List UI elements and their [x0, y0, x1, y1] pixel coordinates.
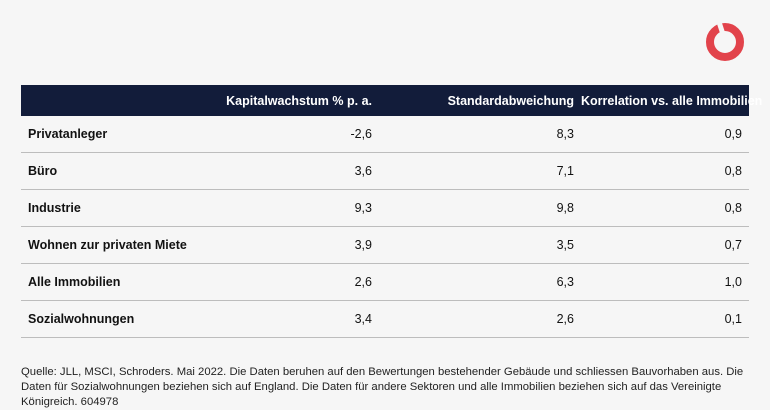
cell-std: 3,5: [379, 226, 581, 264]
cell-std: 7,1: [379, 152, 581, 190]
logo-ring: [706, 23, 744, 61]
cell-growth: -2,6: [201, 116, 379, 153]
table-row: Büro 3,6 7,1 0,8: [21, 152, 749, 190]
cell-std: 8,3: [379, 116, 581, 153]
cell-std: 6,3: [379, 263, 581, 301]
cell-std: 9,8: [379, 189, 581, 227]
cell-growth: 2,6: [201, 263, 379, 301]
logo-gap: [716, 20, 728, 43]
header-cell-sector: [21, 85, 201, 116]
cell-std: 2,6: [379, 300, 581, 338]
row-label: Sozialwohnungen: [21, 300, 201, 338]
table-row: Sozialwohnungen 3,4 2,6 0,1: [21, 300, 749, 338]
table-row: Alle Immobilien 2,6 6,3 1,0: [21, 263, 749, 301]
cell-correlation: 0,8: [581, 152, 749, 190]
table-row: Privatanleger -2,6 8,3 0,9: [21, 116, 749, 153]
table-row: Wohnen zur privaten Miete 3,9 3,5 0,7: [21, 226, 749, 264]
cell-correlation: 0,9: [581, 116, 749, 153]
source-footnote: Quelle: JLL, MSCI, Schroders. Mai 2022. …: [21, 366, 744, 408]
comparison-table: Kapitalwachstum % p. a. Standardabweichu…: [21, 85, 763, 338]
cell-correlation: 1,0: [581, 263, 749, 301]
cell-correlation: 0,1: [581, 300, 749, 338]
table-header-row: Kapitalwachstum % p. a. Standardabweichu…: [21, 85, 763, 116]
header-cell-growth: Kapitalwachstum % p. a.: [226, 93, 372, 108]
header-cell-correlation: Korrelation vs. alle Immobilien: [581, 93, 763, 108]
cell-growth: 3,9: [201, 226, 379, 264]
logo-ring-graphic: [706, 20, 744, 61]
data-table-container: Kapitalwachstum % p. a. Standardabweichu…: [21, 85, 763, 338]
cell-growth: 3,6: [201, 152, 379, 190]
cell-growth: 9,3: [201, 189, 379, 227]
cell-correlation: 0,7: [581, 226, 749, 264]
row-label: Alle Immobilien: [21, 263, 201, 301]
row-label: Industrie: [21, 189, 201, 227]
row-label: Wohnen zur privaten Miete: [21, 226, 201, 264]
header-cell-std: Standardabweichung: [447, 93, 574, 108]
row-label: Privatanleger: [21, 116, 201, 153]
table-row: Industrie 9,3 9,8 0,8: [21, 189, 749, 227]
cell-growth: 3,4: [201, 300, 379, 338]
cell-correlation: 0,8: [581, 189, 749, 227]
brand-logo-icon: [703, 20, 747, 64]
row-label: Büro: [21, 152, 201, 190]
